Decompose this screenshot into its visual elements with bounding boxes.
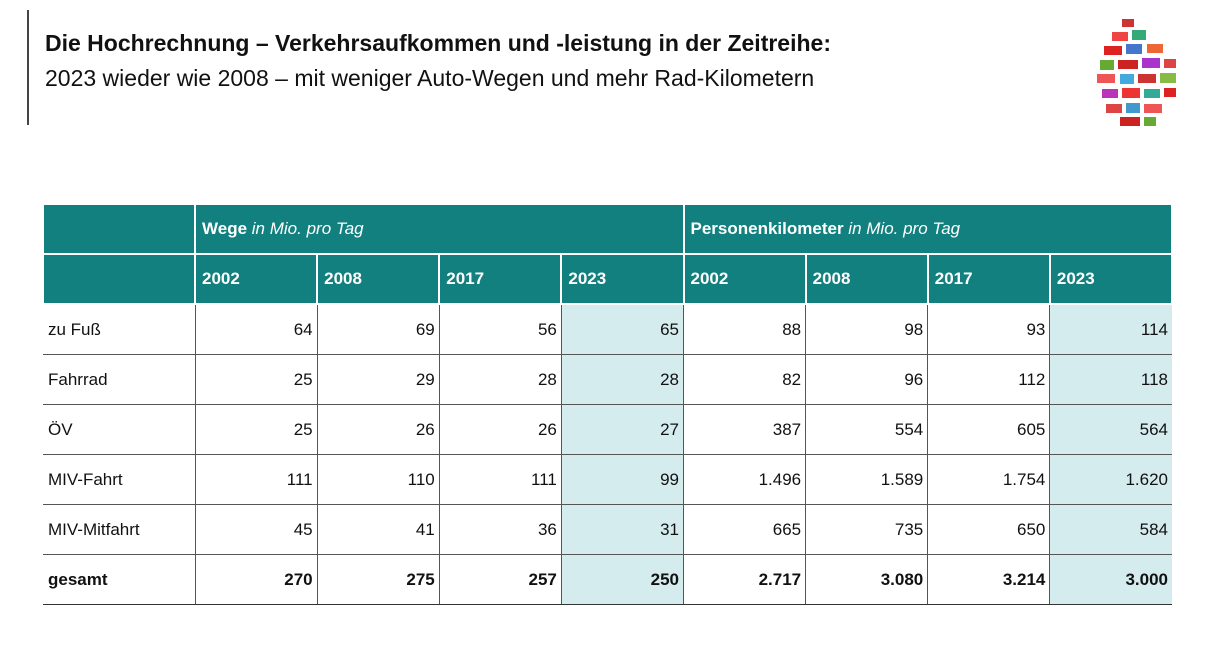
value-cell: 31 [560, 504, 684, 555]
data-row: zu Fuß 64 69 56 65 88 98 93 114 [43, 304, 1172, 355]
value-cell: 1.620 [1049, 454, 1172, 505]
value-cell: 114 [1049, 304, 1172, 355]
year-header: 2008 [804, 253, 929, 305]
corner-cell [42, 203, 196, 255]
value-cell: 28 [560, 354, 684, 405]
value-cell: 3.000 [1049, 554, 1172, 605]
value-cell: 65 [560, 304, 684, 355]
value-cell: 118 [1049, 354, 1172, 405]
data-row: gesamt 270 275 257 250 2.717 3.080 3.214 3.000 [43, 554, 1172, 605]
value-cell: 1.496 [682, 454, 806, 505]
row-label: zu Fuß [43, 304, 195, 355]
value-cell: 25 [194, 404, 318, 455]
value-cell: 257 [438, 554, 562, 605]
data-row: Fahrrad 25 29 28 28 82 96 112 118 [43, 354, 1172, 405]
value-cell: 584 [1049, 504, 1172, 555]
data-row: ÖV 25 26 26 27 387 554 605 564 [43, 404, 1172, 455]
value-cell: 270 [194, 554, 318, 605]
title: Die Hochrechnung – Verkehrsaufkommen und… [45, 30, 831, 56]
value-cell: 98 [805, 304, 928, 355]
row-label: gesamt [43, 554, 195, 605]
value-cell: 64 [194, 304, 318, 355]
value-cell: 88 [682, 304, 806, 355]
value-cell: 250 [560, 554, 684, 605]
value-cell: 56 [438, 304, 562, 355]
row-label: ÖV [43, 404, 195, 455]
group-name: Wege [202, 219, 248, 238]
row-label: Fahrrad [43, 354, 195, 405]
value-cell: 275 [316, 554, 440, 605]
data-row: MIV-Mitfahrt 45 41 36 31 665 735 650 584 [43, 504, 1172, 555]
value-cell: 69 [316, 304, 440, 355]
year-header: 2002 [682, 253, 807, 305]
value-cell: 25 [194, 354, 318, 405]
value-cell: 111 [438, 454, 562, 505]
value-cell: 96 [805, 354, 928, 405]
row-label: MIV-Mitfahrt [43, 504, 195, 555]
year-header: 2008 [316, 253, 441, 305]
value-cell: 111 [194, 454, 318, 505]
value-cell: 45 [194, 504, 318, 555]
group-header: Personenkilometer in Mio. pro Tag [682, 203, 1173, 255]
value-cell: 36 [438, 504, 562, 555]
group-unit: in Mio. pro Tag [848, 219, 961, 238]
year-header: 2017 [438, 253, 563, 305]
data-table: Wege in Mio. pro Tag Personenkilometer in… [42, 203, 1174, 605]
value-cell: 28 [438, 354, 562, 405]
group-header-row: Wege in Mio. pro Tag Personenkilometer in… [42, 203, 1173, 255]
row-label: MIV-Fahrt [43, 454, 195, 505]
value-cell: 1.754 [927, 454, 1050, 505]
value-cell: 99 [560, 454, 684, 505]
value-cell: 387 [682, 404, 806, 455]
year-row: 2002 2008 2017 2023 2002 2008 2017 2023 [42, 253, 1174, 305]
year-header: 2002 [193, 253, 319, 305]
value-cell: 26 [316, 404, 440, 455]
subtitle: 2023 wieder wie 2008 – mit weniger Auto-… [45, 65, 815, 91]
value-cell: 735 [805, 504, 928, 555]
year-header: 2023 [560, 253, 685, 305]
value-cell: 41 [316, 504, 440, 555]
value-cell: 3.214 [927, 554, 1050, 605]
value-cell: 564 [1049, 404, 1172, 455]
value-cell: 605 [927, 404, 1050, 455]
value-cell: 82 [682, 354, 806, 405]
year-header: 2023 [1048, 253, 1174, 305]
value-cell: 2.717 [682, 554, 806, 605]
group-unit: in Mio. pro Tag [251, 219, 364, 238]
value-cell: 26 [438, 404, 562, 455]
logo-icons [1097, 19, 1176, 126]
value-cell: 112 [927, 354, 1050, 405]
value-cell: 1.589 [805, 454, 928, 505]
divider [27, 10, 29, 125]
group-name: Personenkilometer [690, 219, 844, 238]
value-cell: 665 [682, 504, 806, 555]
value-cell: 27 [560, 404, 684, 455]
group-header: Wege in Mio. pro Tag [194, 203, 685, 255]
value-cell: 110 [316, 454, 440, 505]
logo [1097, 19, 1176, 126]
data-row: MIV-Fahrt 111 110 111 99 1.496 1.589 1.754 1.620 [43, 454, 1172, 505]
value-cell: 554 [805, 404, 928, 455]
year-header: 2017 [926, 253, 1051, 305]
value-cell: 650 [927, 504, 1050, 555]
value-cell: 93 [927, 304, 1050, 355]
corner-cell [42, 253, 196, 305]
value-cell: 29 [316, 354, 440, 405]
value-cell: 3.080 [805, 554, 928, 605]
